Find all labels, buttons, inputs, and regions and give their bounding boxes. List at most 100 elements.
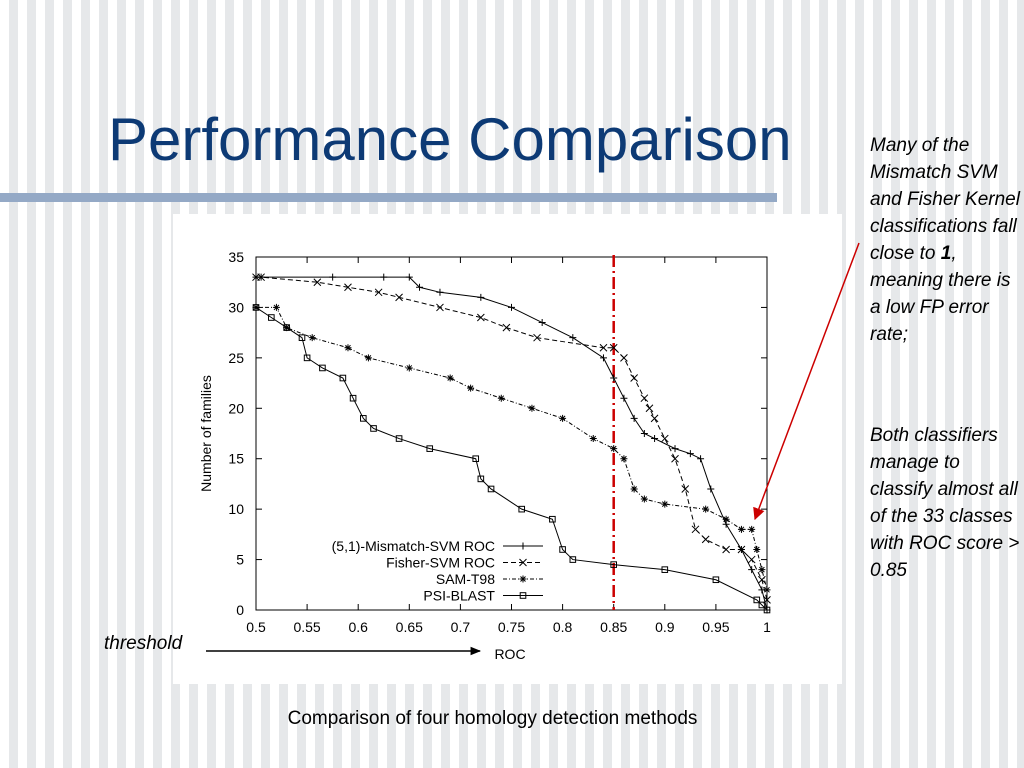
- data-point: [610, 374, 618, 382]
- data-point: [374, 288, 383, 297]
- data-point: [661, 500, 669, 508]
- legend-label: (5,1)-Mismatch-SVM ROC: [332, 538, 495, 554]
- legend-label: SAM-T98: [436, 571, 495, 587]
- legend-marker: [519, 592, 527, 599]
- data-point: [319, 364, 326, 372]
- data-point: [737, 545, 746, 554]
- data-point: [697, 455, 705, 463]
- series-line: [256, 276, 768, 611]
- data-point: [702, 505, 710, 513]
- data-point: [329, 273, 337, 281]
- data-point: [380, 273, 388, 281]
- data-point: [538, 319, 546, 327]
- y-axis-label: Number of families: [198, 375, 214, 492]
- data-point: [753, 596, 761, 604]
- data-point: [569, 334, 577, 342]
- note-text-before: Many of the Mismatch SVM and Fisher Kern…: [870, 135, 1020, 264]
- data-point: [569, 556, 577, 563]
- data-point: [528, 404, 536, 412]
- data-point: [609, 343, 618, 352]
- data-point: [620, 394, 628, 402]
- legend-marker: [519, 542, 527, 550]
- y-tick-label: 25: [228, 350, 244, 366]
- legend-marker: [519, 558, 527, 567]
- data-point: [467, 384, 475, 392]
- data-point: [559, 546, 566, 553]
- data-point: [630, 374, 638, 382]
- y-tick-label: 30: [228, 299, 244, 315]
- note-bold-one: 1: [940, 243, 952, 264]
- data-point: [395, 293, 403, 302]
- y-tick-label: 5: [236, 552, 244, 568]
- data-point: [487, 485, 495, 493]
- data-point: [252, 304, 260, 311]
- x-tick-label: 1: [763, 619, 771, 635]
- series-line: [255, 307, 768, 611]
- data-point: [339, 374, 347, 382]
- data-point: [272, 303, 280, 311]
- data-point: [737, 525, 745, 533]
- threshold-label: threshold: [104, 633, 183, 654]
- data-point: [416, 283, 424, 291]
- x-tick-label: 0.55: [293, 619, 320, 635]
- data-point: [533, 333, 541, 342]
- data-point: [268, 314, 275, 321]
- data-point: [701, 535, 710, 544]
- series-fisher-svm-roc: [252, 273, 771, 604]
- data-point: [640, 495, 648, 503]
- legend-label: PSI-BLAST: [423, 588, 495, 604]
- data-point: [758, 575, 766, 584]
- x-tick-label: 0.65: [396, 619, 423, 635]
- data-point: [748, 566, 756, 574]
- data-point: [446, 374, 454, 382]
- data-point: [298, 334, 306, 341]
- data-point: [630, 414, 638, 422]
- data-point: [620, 354, 628, 362]
- chart-panel: 0.5 0.55 0.6 0.65 0.7 0.75 0.8 0.85 0.9 0.95 1 0 5 10…: [173, 214, 842, 684]
- data-point: [283, 324, 290, 331]
- x-tick-label: 0.5: [246, 619, 266, 635]
- data-point: [610, 561, 617, 568]
- data-point: [405, 364, 413, 372]
- note-text-after: , meaning there is a low FP error rate;: [870, 243, 1011, 345]
- x-tick-label: 0.85: [600, 619, 627, 635]
- data-point: [671, 445, 679, 453]
- data-point: [502, 323, 511, 332]
- data-point: [349, 394, 357, 402]
- data-point: [707, 485, 715, 493]
- data-point: [753, 545, 761, 553]
- y-tick-label: 20: [228, 400, 244, 416]
- data-point: [518, 505, 526, 513]
- data-point: [758, 601, 766, 609]
- data-point: [476, 313, 485, 322]
- data-point: [559, 414, 567, 422]
- data-point: [344, 283, 352, 292]
- data-point: [686, 450, 694, 458]
- data-point: [610, 445, 618, 453]
- data-point: [748, 525, 756, 533]
- data-point: [620, 455, 628, 463]
- data-point: [477, 293, 485, 301]
- data-point: [712, 576, 720, 584]
- series-sam-t98: [252, 303, 771, 594]
- data-point: [477, 475, 485, 483]
- y-tick-label: 10: [228, 501, 244, 517]
- data-point: [257, 273, 265, 282]
- data-point: [640, 394, 649, 403]
- data-point: [426, 445, 434, 452]
- data-point: [589, 435, 597, 443]
- side-note-low-fp: Many of the Mismatch SVM and Fisher Kern…: [870, 132, 1020, 348]
- x-tick-label: 0.8: [553, 619, 573, 635]
- data-point: [722, 515, 730, 523]
- side-note-classifiers: Both classifiers manage to classify almo…: [870, 425, 1020, 581]
- y-tick-label: 0: [236, 602, 244, 618]
- data-point: [660, 434, 669, 443]
- legend-label: Fisher-SVM ROC: [386, 555, 495, 571]
- title-divider: [0, 193, 777, 202]
- data-point: [549, 515, 556, 523]
- data-point: [303, 354, 311, 362]
- data-point: [599, 354, 607, 362]
- data-point: [508, 303, 515, 311]
- data-point: [763, 586, 771, 594]
- legend-marker: [519, 575, 527, 583]
